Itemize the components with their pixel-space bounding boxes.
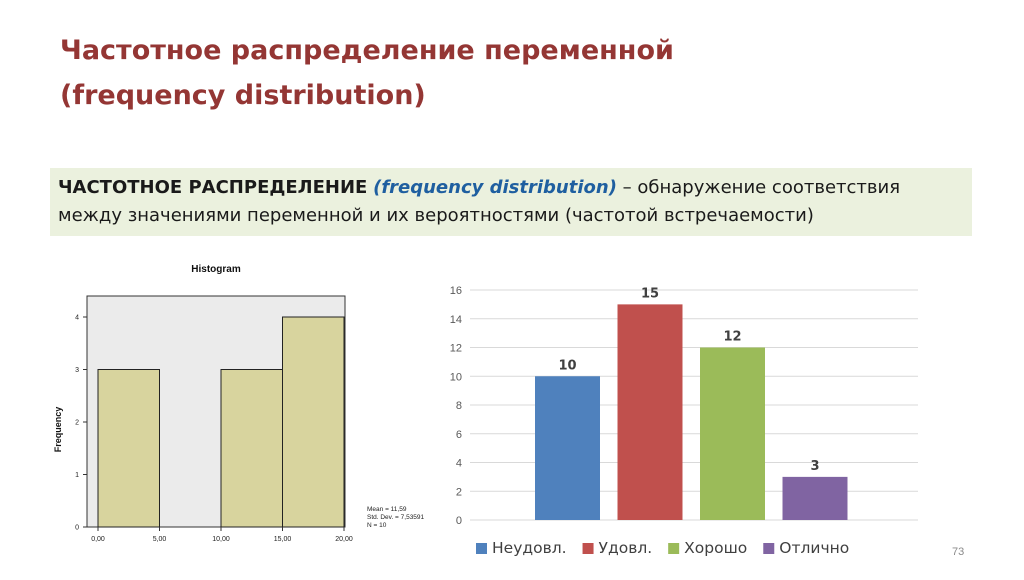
slide-title-line-2: (frequency distribution)	[60, 80, 426, 111]
slide-title-line-1: Частотное распределение переменной	[60, 35, 674, 66]
histogram-stat: N = 10	[367, 522, 387, 529]
bar-chart-y-tick-label: 0	[456, 515, 462, 527]
bar-chart-y-tick-label: 16	[450, 285, 462, 297]
bar-2	[617, 304, 683, 520]
histogram-y-tick-label: 1	[75, 472, 79, 479]
bar-chart-y-tick-label: 8	[456, 400, 462, 412]
legend-label: Удовл.	[599, 539, 653, 557]
histogram-title: Histogram	[191, 264, 241, 275]
histogram-x-tick-label: 15,00	[274, 536, 292, 543]
bar-chart-y-tick-label: 10	[450, 371, 462, 383]
histogram-x-tick-label: 5,00	[153, 536, 167, 543]
bar-chart-y-tick-label: 14	[450, 314, 462, 326]
histogram-stat: Std. Dev. = 7,53591	[367, 514, 425, 521]
histogram-x-tick-label: 0,00	[91, 536, 105, 543]
histogram-y-tick-label: 2	[75, 420, 79, 427]
histogram-x-tick-label: 20,00	[335, 536, 353, 543]
bar-chart-y-tick-label: 4	[456, 458, 462, 470]
bar-data-label: 15	[641, 286, 659, 301]
page-number: 73	[952, 546, 965, 558]
definition-term-english: (frequency distribution)	[373, 177, 617, 198]
bar-chart-y-tick-label: 2	[456, 486, 462, 498]
bar-3	[700, 347, 765, 520]
legend-label: Хорошо	[684, 539, 747, 557]
histogram-y-tick-label: 3	[75, 367, 79, 374]
bar-1	[535, 376, 600, 520]
bar-data-label: 10	[558, 358, 576, 373]
definition-text: – обнаружение соответствия между значени…	[58, 177, 901, 226]
slide-title: Частотное распределение переменной (freq…	[60, 28, 780, 118]
grade-bar-chart: 0 2 4 6 8 10 12 14 16 10 15 12 3 Неудовл. Удовл. Хорошо…	[450, 285, 918, 557]
legend-swatch	[476, 543, 487, 554]
legend-swatch	[582, 543, 594, 554]
definition-box: ЧАСТОТНОЕ РАСПРЕДЕЛЕНИЕ (frequency distr…	[50, 168, 972, 236]
histogram-chart: Histogram 0 1 2 3 4 0,00 5,00 10,00 15,00 20,00 Fre…	[53, 264, 425, 543]
bar-data-label: 12	[723, 330, 741, 345]
histogram-y-tick-label: 0	[75, 525, 79, 532]
histogram-y-tick-label: 4	[75, 315, 79, 322]
bar-chart-y-tick-label: 6	[456, 429, 462, 441]
histogram-x-tick-label: 10,00	[212, 536, 230, 543]
legend-label: Неудовл.	[492, 539, 567, 557]
histogram-bar	[220, 369, 283, 528]
histogram-stat: Mean = 11,59	[367, 506, 407, 513]
bar-data-label: 3	[810, 459, 819, 474]
histogram-y-axis-label: Frequency	[53, 407, 63, 453]
definition-term: ЧАСТОТНОЕ РАСПРЕДЕЛЕНИЕ	[58, 177, 368, 198]
histogram-bar	[97, 369, 160, 528]
legend-swatch	[763, 543, 775, 554]
histogram-bar	[282, 316, 345, 528]
legend-swatch	[668, 543, 680, 554]
bar-4	[782, 476, 848, 520]
bar-chart-y-tick-label: 12	[450, 343, 462, 355]
legend-label: Отлично	[779, 539, 849, 557]
